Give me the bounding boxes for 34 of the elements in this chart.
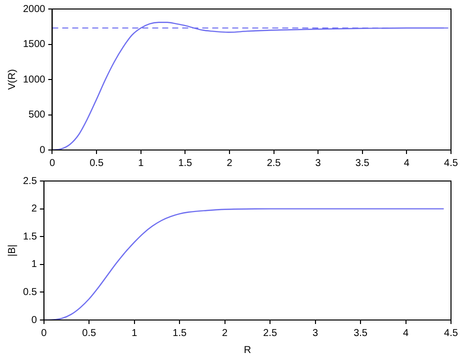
x-tick-label: 4.5 (444, 158, 458, 169)
x-tick-label: 1.5 (178, 158, 193, 169)
x-tick-label: 3 (315, 158, 322, 169)
x-tick-label: 1.5 (172, 328, 187, 339)
x-tick-label: 2.5 (263, 328, 278, 339)
y-tick-label: 0 (40, 144, 46, 156)
x-tick-label: 3.5 (355, 158, 370, 169)
x-tick-label: 2 (226, 158, 233, 169)
y-axis-title: V(R) (6, 69, 18, 90)
y-tick-label: 1 (31, 259, 38, 270)
x-tick-label: 0.5 (90, 158, 104, 169)
x-axis-title: R (244, 344, 252, 356)
x-tick-label: 4 (402, 328, 409, 339)
x-tick-label: 1 (138, 158, 144, 169)
y-tick-label: 2 (31, 204, 38, 215)
x-tick-label: 3.5 (354, 328, 368, 339)
x-tick-label: 2 (222, 328, 228, 339)
x-tick-label: 0 (49, 158, 56, 169)
y-tick-label: 1.5 (22, 231, 38, 242)
y-tick-label: 0.5 (22, 286, 38, 298)
y-tick-label: 2000 (22, 4, 46, 15)
y-tick-label: 1000 (22, 74, 46, 86)
x-tick-label: 4.5 (444, 328, 458, 339)
x-tick-label: 2.5 (266, 158, 282, 169)
y-tick-label: 1500 (22, 39, 46, 50)
line-series (52, 22, 445, 150)
y-axis-title: |B| (6, 244, 18, 256)
x-tick-label: 1 (132, 328, 138, 339)
y-tick-label: 2.5 (22, 176, 38, 187)
x-tick-label: 3 (312, 328, 319, 339)
y-tick-label: 0 (31, 314, 38, 326)
x-tick-label: 4 (404, 158, 410, 169)
x-tick-label: 0.5 (82, 328, 97, 339)
y-tick-label: 500 (28, 110, 46, 120)
